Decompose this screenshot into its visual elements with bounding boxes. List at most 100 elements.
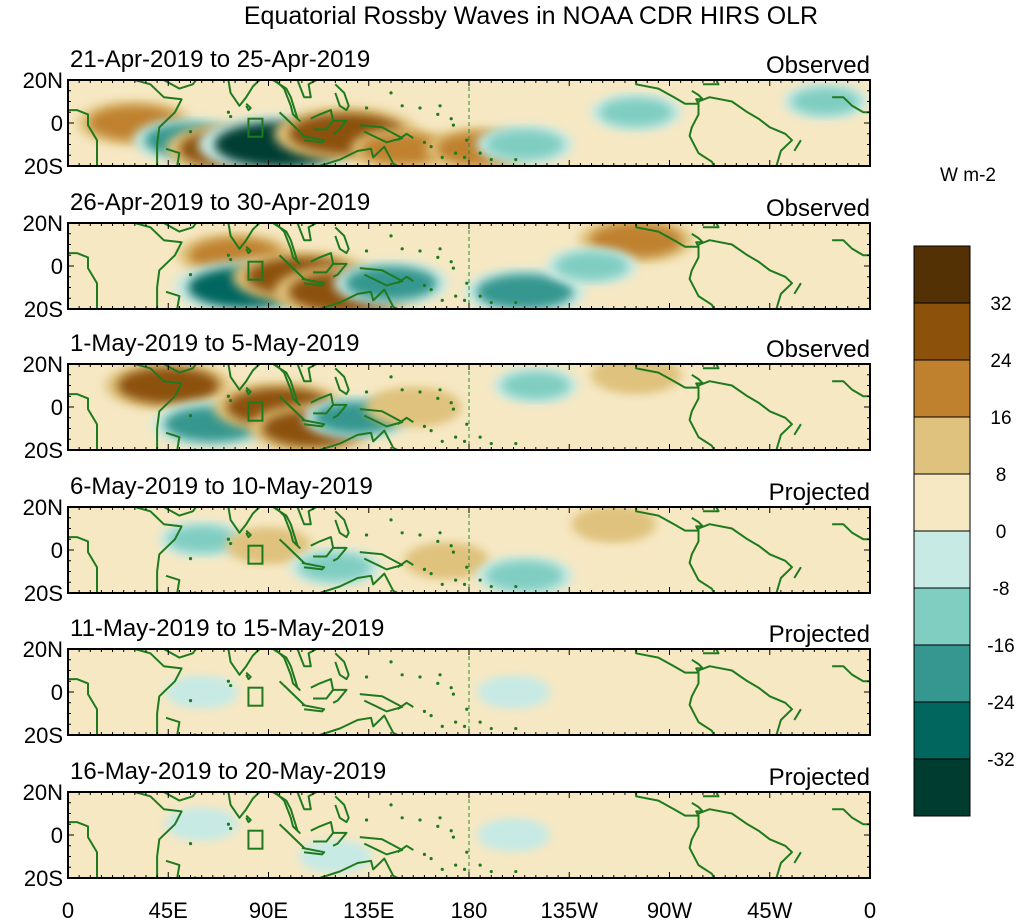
panel: 20N 0 20S 1-May-2019 to 5-May-2019 Observed [23, 330, 871, 463]
panel-status-observed: Observed [766, 52, 870, 79]
anomaly-blob [374, 392, 453, 422]
coastline [334, 652, 350, 681]
island [454, 151, 458, 155]
colorbar-swatch [913, 701, 971, 760]
coastline [688, 244, 715, 309]
colorbar-tick-label: -32 [987, 750, 1014, 771]
island [226, 822, 230, 826]
colorbar: W m-2 32 24 16 8 0 -8 -16 -24 -32 [913, 165, 1015, 817]
coastline [334, 367, 350, 396]
y-tick-label: 0 [51, 680, 63, 705]
colorbar-tick-label: 24 [990, 351, 1012, 372]
island [449, 260, 453, 264]
coastline [296, 364, 319, 383]
region-box [247, 401, 264, 422]
coastline [245, 814, 252, 824]
coastline [635, 364, 704, 389]
colorbar-swatch [913, 302, 971, 361]
island [389, 91, 393, 95]
coastline [832, 523, 870, 541]
colorbar-tick-label: 0 [996, 522, 1007, 543]
island [451, 550, 456, 554]
region-box [247, 544, 264, 565]
coastline [332, 119, 348, 135]
coastline [688, 385, 715, 450]
island [454, 863, 458, 867]
anomaly-blob [579, 510, 648, 538]
coastline [272, 223, 301, 265]
anomaly-blob [595, 801, 655, 826]
coastline [301, 277, 326, 287]
island [489, 300, 493, 305]
island [514, 584, 518, 589]
coastline [793, 282, 802, 295]
coastline [227, 792, 262, 819]
island [478, 863, 482, 867]
island [364, 249, 369, 253]
island [418, 390, 422, 394]
panels: 20N 0 20S 21-Apr-2019 to 25-Apr-2019 Observe… [23, 46, 871, 891]
anomaly-blob [484, 822, 543, 848]
island [449, 829, 453, 833]
coastline [700, 364, 720, 370]
island [188, 842, 193, 846]
panel: 20N 0 20S 6-May-2019 to 10-May-2019 Projecte… [23, 473, 871, 606]
island [226, 394, 230, 398]
coastline [310, 393, 335, 415]
coastline [700, 792, 720, 798]
coastline [310, 252, 335, 274]
coastline [635, 649, 704, 674]
island [418, 675, 422, 679]
coastline [245, 386, 252, 396]
coastline [793, 423, 802, 436]
island [400, 531, 404, 535]
coastline [272, 80, 301, 122]
island [454, 435, 458, 439]
coastline [163, 223, 198, 233]
anomaly-blob [485, 129, 564, 160]
coastline [165, 147, 181, 166]
island [400, 816, 404, 820]
coastline [163, 80, 198, 90]
island [422, 424, 427, 428]
anomaly-blob [599, 98, 673, 127]
island [438, 104, 442, 108]
coastline [332, 262, 348, 278]
anomaly-field [68, 80, 870, 166]
coastline [832, 380, 870, 398]
island [489, 869, 493, 874]
island [422, 709, 427, 713]
island [451, 407, 456, 411]
island [514, 869, 518, 874]
island [465, 138, 469, 142]
island [454, 294, 458, 298]
anomaly-blob [298, 553, 372, 582]
island [429, 572, 433, 576]
x-tick-label: 45E [149, 898, 188, 923]
panel-date-range: 6-May-2019 to 10-May-2019 [70, 473, 373, 500]
panel-date-range: 11-May-2019 to 15-May-2019 [70, 615, 384, 642]
anomaly-blob [306, 658, 365, 683]
coastline [832, 96, 870, 114]
coastline [700, 649, 720, 655]
coastline [698, 239, 793, 309]
island [438, 531, 442, 535]
island [188, 414, 193, 418]
island [449, 401, 453, 405]
panel-status-observed: Observed [766, 336, 870, 363]
panel: 20N 0 20S 21-Apr-2019 to 25-Apr-2019 Observe… [23, 46, 871, 179]
island [229, 541, 233, 546]
island [226, 110, 230, 114]
anomaly-blob [306, 844, 365, 869]
island [440, 298, 444, 302]
anomaly-blob [484, 679, 543, 705]
island [478, 578, 482, 582]
island [449, 117, 453, 121]
x-tick-label: 90E [249, 898, 288, 923]
panel: 20N 0 20S 16-May-2019 to 20-May-2019 Project… [23, 758, 871, 891]
coastline [310, 678, 335, 700]
colorbar-tick-label: -8 [993, 579, 1010, 600]
coastline [163, 649, 198, 659]
coastline [296, 649, 319, 668]
